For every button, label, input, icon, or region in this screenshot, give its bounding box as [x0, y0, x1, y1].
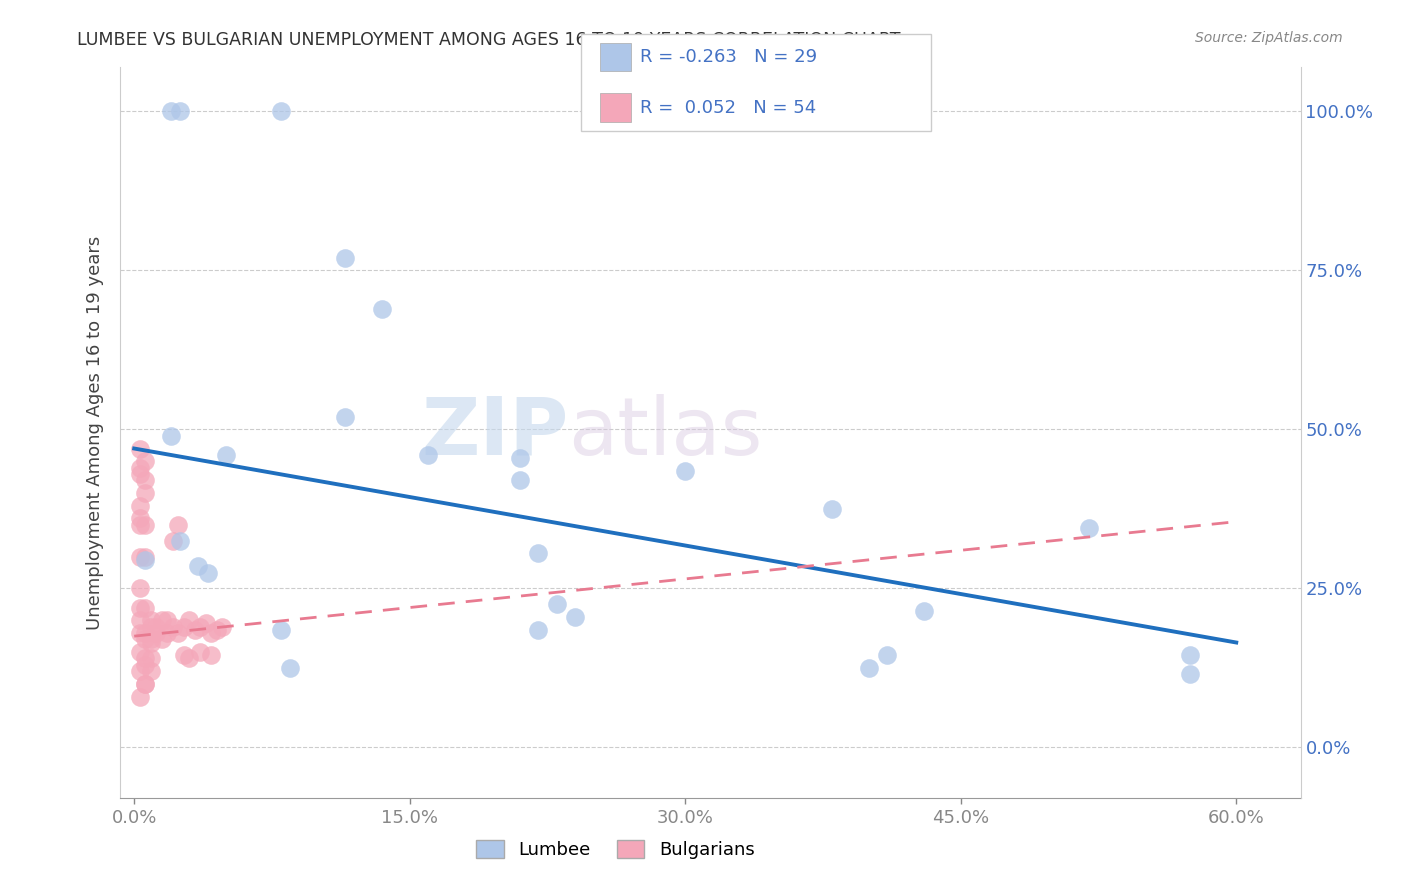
Point — [173, 648, 195, 663]
Point — [134, 651, 156, 665]
Point — [371, 301, 394, 316]
Point — [139, 613, 162, 627]
Y-axis label: Unemployment Among Ages 16 to 19 years: Unemployment Among Ages 16 to 19 years — [86, 235, 104, 630]
Point — [197, 566, 219, 580]
Point — [1180, 648, 1202, 663]
Point — [194, 616, 217, 631]
Point — [858, 661, 880, 675]
Point — [912, 604, 935, 618]
Point — [416, 448, 439, 462]
Point — [335, 251, 357, 265]
Point — [184, 623, 207, 637]
Point — [215, 448, 238, 462]
Point — [162, 533, 184, 548]
Point — [187, 559, 209, 574]
Point — [160, 104, 183, 119]
Point — [134, 517, 156, 532]
Point — [527, 546, 550, 560]
Point — [179, 613, 201, 627]
Point — [211, 619, 233, 633]
Point — [134, 600, 156, 615]
Point — [278, 661, 301, 675]
Point — [134, 553, 156, 567]
Point — [139, 619, 162, 633]
Point — [188, 619, 211, 633]
Point — [205, 623, 228, 637]
Point — [673, 464, 696, 478]
Point — [134, 549, 156, 564]
Point — [876, 648, 898, 663]
Point — [139, 664, 162, 678]
Point — [145, 626, 167, 640]
Point — [150, 632, 173, 647]
Text: R = -0.263   N = 29: R = -0.263 N = 29 — [640, 48, 817, 66]
Point — [128, 467, 150, 481]
Point — [169, 533, 191, 548]
Point — [128, 645, 150, 659]
Point — [139, 632, 162, 647]
Point — [156, 626, 179, 640]
Point — [270, 623, 292, 637]
Point — [1180, 667, 1202, 681]
Point — [156, 613, 179, 627]
Point — [162, 619, 184, 633]
Point — [128, 549, 150, 564]
Legend: Lumbee, Bulgarians: Lumbee, Bulgarians — [470, 832, 762, 866]
Point — [546, 598, 568, 612]
Point — [128, 499, 150, 513]
Point — [179, 651, 201, 665]
Point — [509, 451, 531, 466]
Point — [139, 651, 162, 665]
Point — [169, 104, 191, 119]
Point — [134, 626, 156, 640]
Point — [134, 677, 156, 691]
Point — [128, 442, 150, 456]
Point — [128, 582, 150, 596]
Point — [188, 645, 211, 659]
Point — [821, 502, 844, 516]
Text: R =  0.052   N = 54: R = 0.052 N = 54 — [640, 99, 815, 117]
Point — [527, 623, 550, 637]
Point — [128, 460, 150, 475]
Point — [128, 626, 150, 640]
Text: LUMBEE VS BULGARIAN UNEMPLOYMENT AMONG AGES 16 TO 19 YEARS CORRELATION CHART: LUMBEE VS BULGARIAN UNEMPLOYMENT AMONG A… — [77, 31, 901, 49]
Text: atlas: atlas — [568, 393, 762, 472]
Point — [167, 517, 190, 532]
Point — [134, 473, 156, 487]
Text: Source: ZipAtlas.com: Source: ZipAtlas.com — [1195, 31, 1343, 45]
Point — [134, 677, 156, 691]
Point — [145, 619, 167, 633]
Point — [200, 648, 222, 663]
Point — [134, 632, 156, 647]
Point — [270, 104, 292, 119]
Point — [128, 664, 150, 678]
Point — [128, 600, 150, 615]
Point — [134, 657, 156, 672]
Point — [128, 690, 150, 704]
Point — [128, 517, 150, 532]
Point — [139, 635, 162, 649]
Point — [200, 626, 222, 640]
Point — [160, 429, 183, 443]
Point — [509, 473, 531, 487]
Point — [1078, 521, 1101, 535]
Point — [150, 613, 173, 627]
Point — [134, 454, 156, 468]
Text: ZIP: ZIP — [420, 393, 568, 472]
Point — [128, 613, 150, 627]
Point — [173, 619, 195, 633]
Point — [564, 610, 586, 624]
Point — [134, 486, 156, 500]
Point — [128, 511, 150, 525]
Point — [167, 626, 190, 640]
Point — [335, 409, 357, 424]
